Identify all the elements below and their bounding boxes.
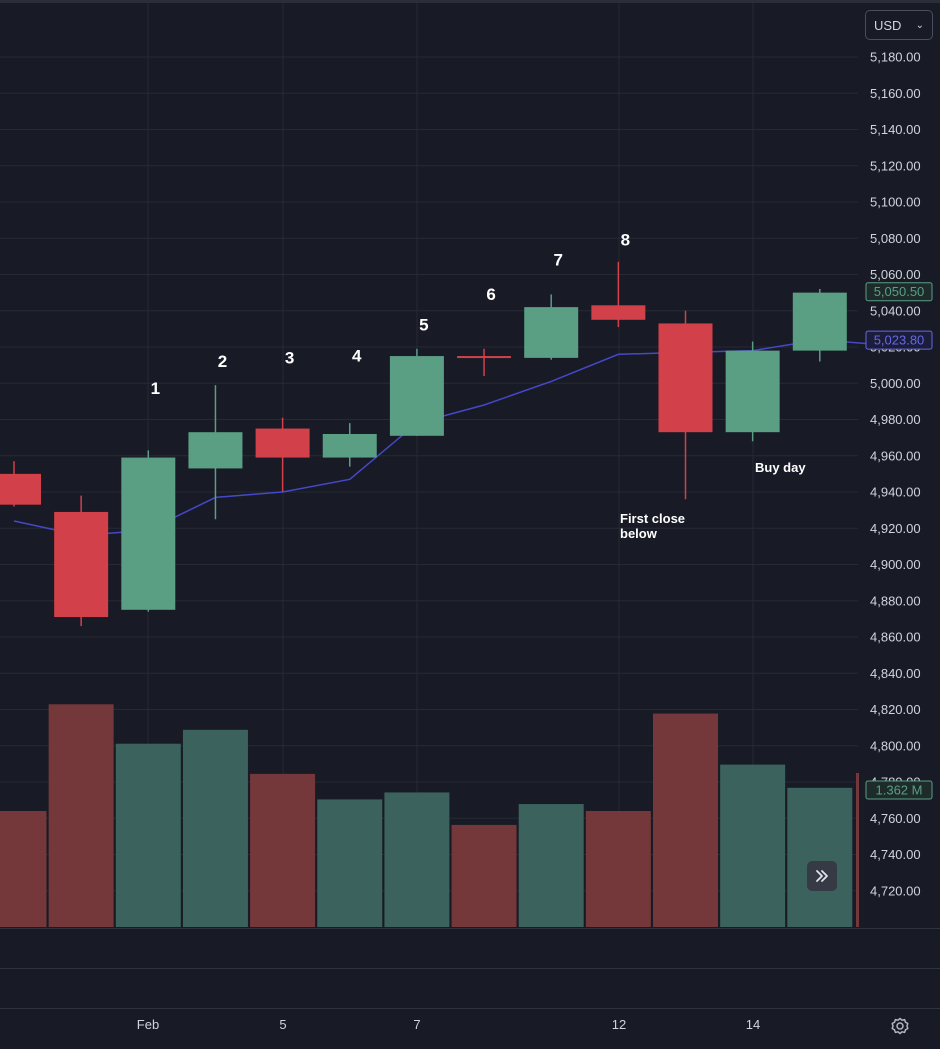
candle-body	[389, 356, 444, 436]
x-tick-label: Feb	[137, 1017, 159, 1032]
annotation-note: below	[620, 526, 658, 541]
annotation-label: 7	[553, 250, 562, 269]
y-tick-label: 5,060.00	[870, 267, 921, 282]
volume-badge: 1.362 M	[876, 783, 923, 798]
y-tick-label: 4,800.00	[870, 738, 921, 753]
volume-bar	[48, 704, 114, 927]
y-tick-label: 5,180.00	[870, 50, 921, 65]
volume-bar	[451, 824, 517, 927]
chart-settings-button[interactable]	[888, 1014, 912, 1038]
volume-bar	[0, 811, 47, 927]
candle-body	[121, 457, 176, 610]
annotation-label: 2	[218, 352, 227, 371]
annotation-label: 8	[621, 231, 630, 250]
y-tick-label: 4,900.00	[870, 557, 921, 572]
time-axis: Feb 5 7 12 14	[137, 1017, 760, 1032]
y-tick-label: 5,080.00	[870, 231, 921, 246]
x-tick-label: 14	[746, 1017, 760, 1032]
annotation-label: 1	[151, 379, 160, 398]
candle-body	[54, 511, 109, 618]
candle-body	[255, 428, 310, 458]
candle-body	[457, 356, 512, 359]
volume-bar	[585, 811, 651, 927]
currency-label: USD	[874, 17, 902, 33]
volume-bar-partial	[856, 773, 859, 927]
candles	[0, 261, 847, 627]
y-tick-label: 5,000.00	[870, 376, 921, 391]
x-tick-label: 12	[612, 1017, 626, 1032]
y-tick-label: 5,120.00	[870, 158, 921, 173]
ma-value-badge-bg	[865, 330, 933, 350]
volume-bar	[653, 713, 718, 927]
y-tick-label: 5,160.00	[870, 86, 921, 101]
volume-bar	[787, 787, 853, 927]
volume-bar	[250, 773, 316, 927]
price-badges: 5,050.50 5,023.80 1.362 M	[865, 282, 933, 800]
volume-bar	[720, 764, 786, 927]
candle-body	[322, 434, 377, 458]
scroll-to-realtime-button[interactable]	[807, 861, 837, 891]
ma-value-badge: 5,023.80	[874, 333, 925, 348]
gear-icon	[891, 1017, 909, 1035]
y-tick-label: 4,820.00	[870, 702, 921, 717]
volume-bar	[182, 729, 248, 927]
currency-select[interactable]: USD ⌄	[865, 10, 933, 40]
volume-bar	[384, 792, 450, 927]
price-axis: 5,180.00 5,160.00 5,140.00 5,120.00 5,100.00…	[870, 50, 921, 899]
annotation-label: 5	[419, 316, 428, 335]
candle-body	[725, 350, 780, 433]
y-tick-label: 4,920.00	[870, 521, 921, 536]
y-tick-label: 4,860.00	[870, 630, 921, 645]
double-chevron-right-icon	[816, 870, 828, 882]
volume-bar	[518, 804, 584, 927]
y-tick-label: 4,740.00	[870, 847, 921, 862]
last-price-badge: 5,050.50	[874, 284, 925, 299]
y-tick-label: 5,100.00	[870, 195, 921, 210]
candle-body	[188, 432, 243, 469]
candle-body	[658, 323, 713, 433]
annotation-note: First close	[620, 511, 685, 526]
candle-body	[792, 292, 847, 351]
x-tick-label: 7	[413, 1017, 420, 1032]
volume-bar	[115, 743, 181, 927]
candle-body	[591, 305, 646, 320]
candle-body	[524, 307, 579, 358]
volume-bars	[0, 704, 859, 927]
y-tick-label: 4,940.00	[870, 485, 921, 500]
y-tick-label: 4,760.00	[870, 811, 921, 826]
annotation-label: 4	[352, 347, 362, 366]
chevron-down-icon: ⌄	[915, 19, 924, 31]
annotation-note: Buy day	[755, 460, 806, 475]
y-tick-label: 5,140.00	[870, 122, 921, 137]
x-tick-label: 5	[279, 1017, 286, 1032]
y-tick-label: 4,980.00	[870, 412, 921, 427]
volume-bar	[317, 799, 383, 927]
last-price-badge-bg	[865, 282, 933, 302]
candle-body	[0, 473, 41, 505]
y-tick-label: 4,840.00	[870, 666, 921, 681]
y-tick-label: 4,960.00	[870, 448, 921, 463]
y-tick-label: 5,040.00	[870, 303, 921, 318]
y-tick-label: 4,720.00	[870, 883, 921, 898]
volume-badge-bg	[865, 780, 933, 800]
annotation-label: 6	[486, 285, 495, 304]
annotation-label: 3	[285, 348, 294, 367]
top-border	[0, 0, 940, 3]
y-tick-label: 4,880.00	[870, 593, 921, 608]
